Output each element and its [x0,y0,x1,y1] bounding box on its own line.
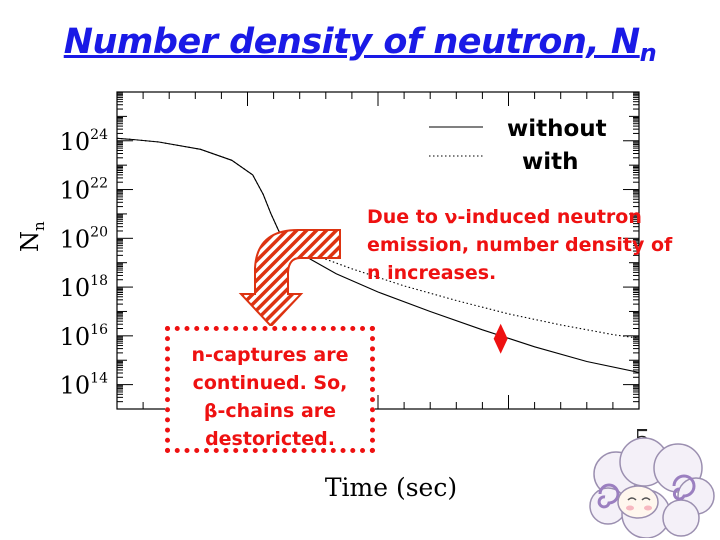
y-tick-labels: 1014 1016 1018 1020 1022 1024 [60,127,108,400]
diamond-marker-icon [493,323,508,354]
y-tick-label: 1022 [60,176,108,205]
curved-arrow-icon [238,229,341,328]
box-line: continued. So, [192,372,348,394]
annotation-line: Due to ν-induced neutron [367,206,642,228]
sheep-mascot-icon [589,437,715,538]
legend-label-without: without [507,116,607,142]
y-tick-label: 1024 [60,127,108,156]
y-tick-label: 1020 [60,224,108,253]
y-tick-label: 1014 [60,371,108,400]
box-line: n-captures are [191,344,349,366]
x-axis-label: Time (sec) [325,473,457,502]
annotation-neutron-emission: Due to ν-induced neutron emission, numbe… [367,203,717,287]
box-line: β-chains are [203,400,337,422]
annotation-line: emission, number density of [367,234,673,256]
legend-label-with: with [522,149,579,175]
box-line: destoricted. [205,428,335,450]
annotation-box: n-captures are continued. So, β-chains a… [165,326,375,453]
annotation-line: n increases. [367,262,497,284]
y-axis-label: Nn [16,221,48,252]
slide-title: Number density of neutron, Nn [63,22,657,67]
y-tick-label: 1018 [60,273,108,302]
y-tick-label: 1016 [60,322,108,351]
